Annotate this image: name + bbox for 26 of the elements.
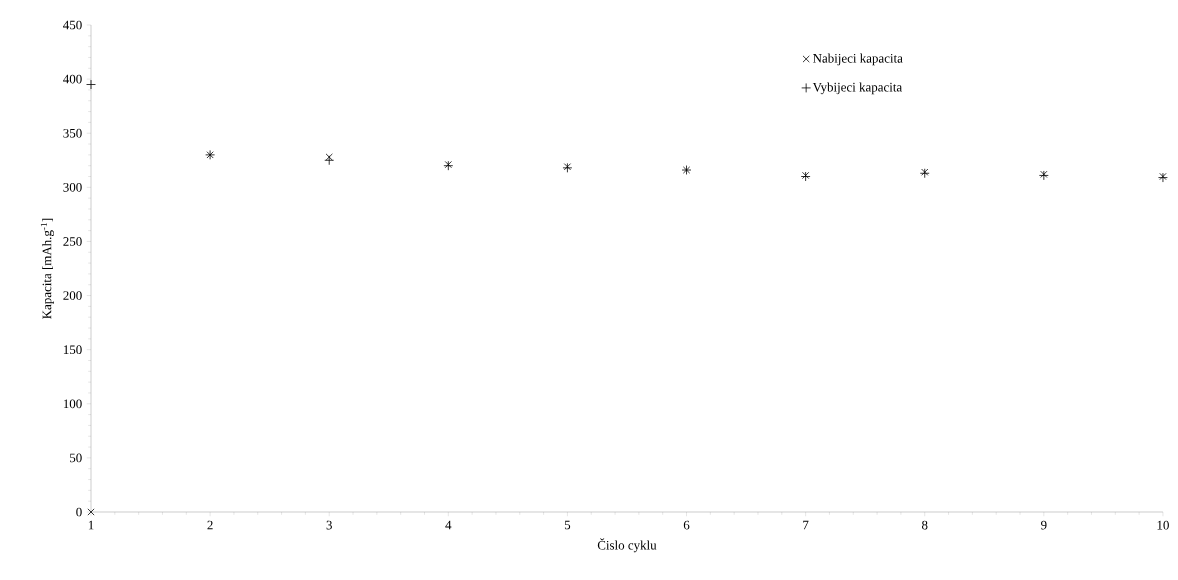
x-axis-title: Čislo cyklu bbox=[597, 538, 657, 553]
y-tick-label: 250 bbox=[63, 237, 82, 246]
point bbox=[324, 155, 335, 166]
x-tick-label: 1 bbox=[88, 520, 94, 530]
legend-label: Nabijeci kapacita bbox=[813, 53, 903, 66]
x-tick-label: 10 bbox=[1157, 520, 1169, 530]
x-tick-label: 5 bbox=[564, 520, 571, 530]
y-tick-label: 350 bbox=[63, 128, 82, 138]
y-tick-label: 400 bbox=[63, 74, 82, 84]
x-tick-label: 7 bbox=[803, 520, 809, 530]
legend-label: Vybijeci kapacita bbox=[812, 82, 903, 95]
y-tick-label: 150 bbox=[63, 345, 82, 355]
x-tick-label: 8 bbox=[921, 520, 928, 530]
y-tick-label: 300 bbox=[63, 182, 82, 192]
x-tick-label: 3 bbox=[326, 520, 332, 530]
y-tick-label: 50 bbox=[70, 453, 82, 463]
x-tick-label: 2 bbox=[207, 520, 213, 530]
y-tick-label: 100 bbox=[63, 399, 82, 409]
x-tick-label: 9 bbox=[1041, 520, 1047, 530]
x-tick-label: 6 bbox=[683, 520, 690, 530]
point bbox=[86, 79, 96, 90]
x-tick-label: 4 bbox=[445, 520, 452, 530]
y-axis-title: Kapacita [mAh.g$^{-1}$] bbox=[40, 218, 54, 319]
y-tick-label: 450 bbox=[63, 20, 82, 30]
y-tick-label: 0 bbox=[76, 507, 82, 517]
y-tick-label: 200 bbox=[63, 291, 82, 300]
